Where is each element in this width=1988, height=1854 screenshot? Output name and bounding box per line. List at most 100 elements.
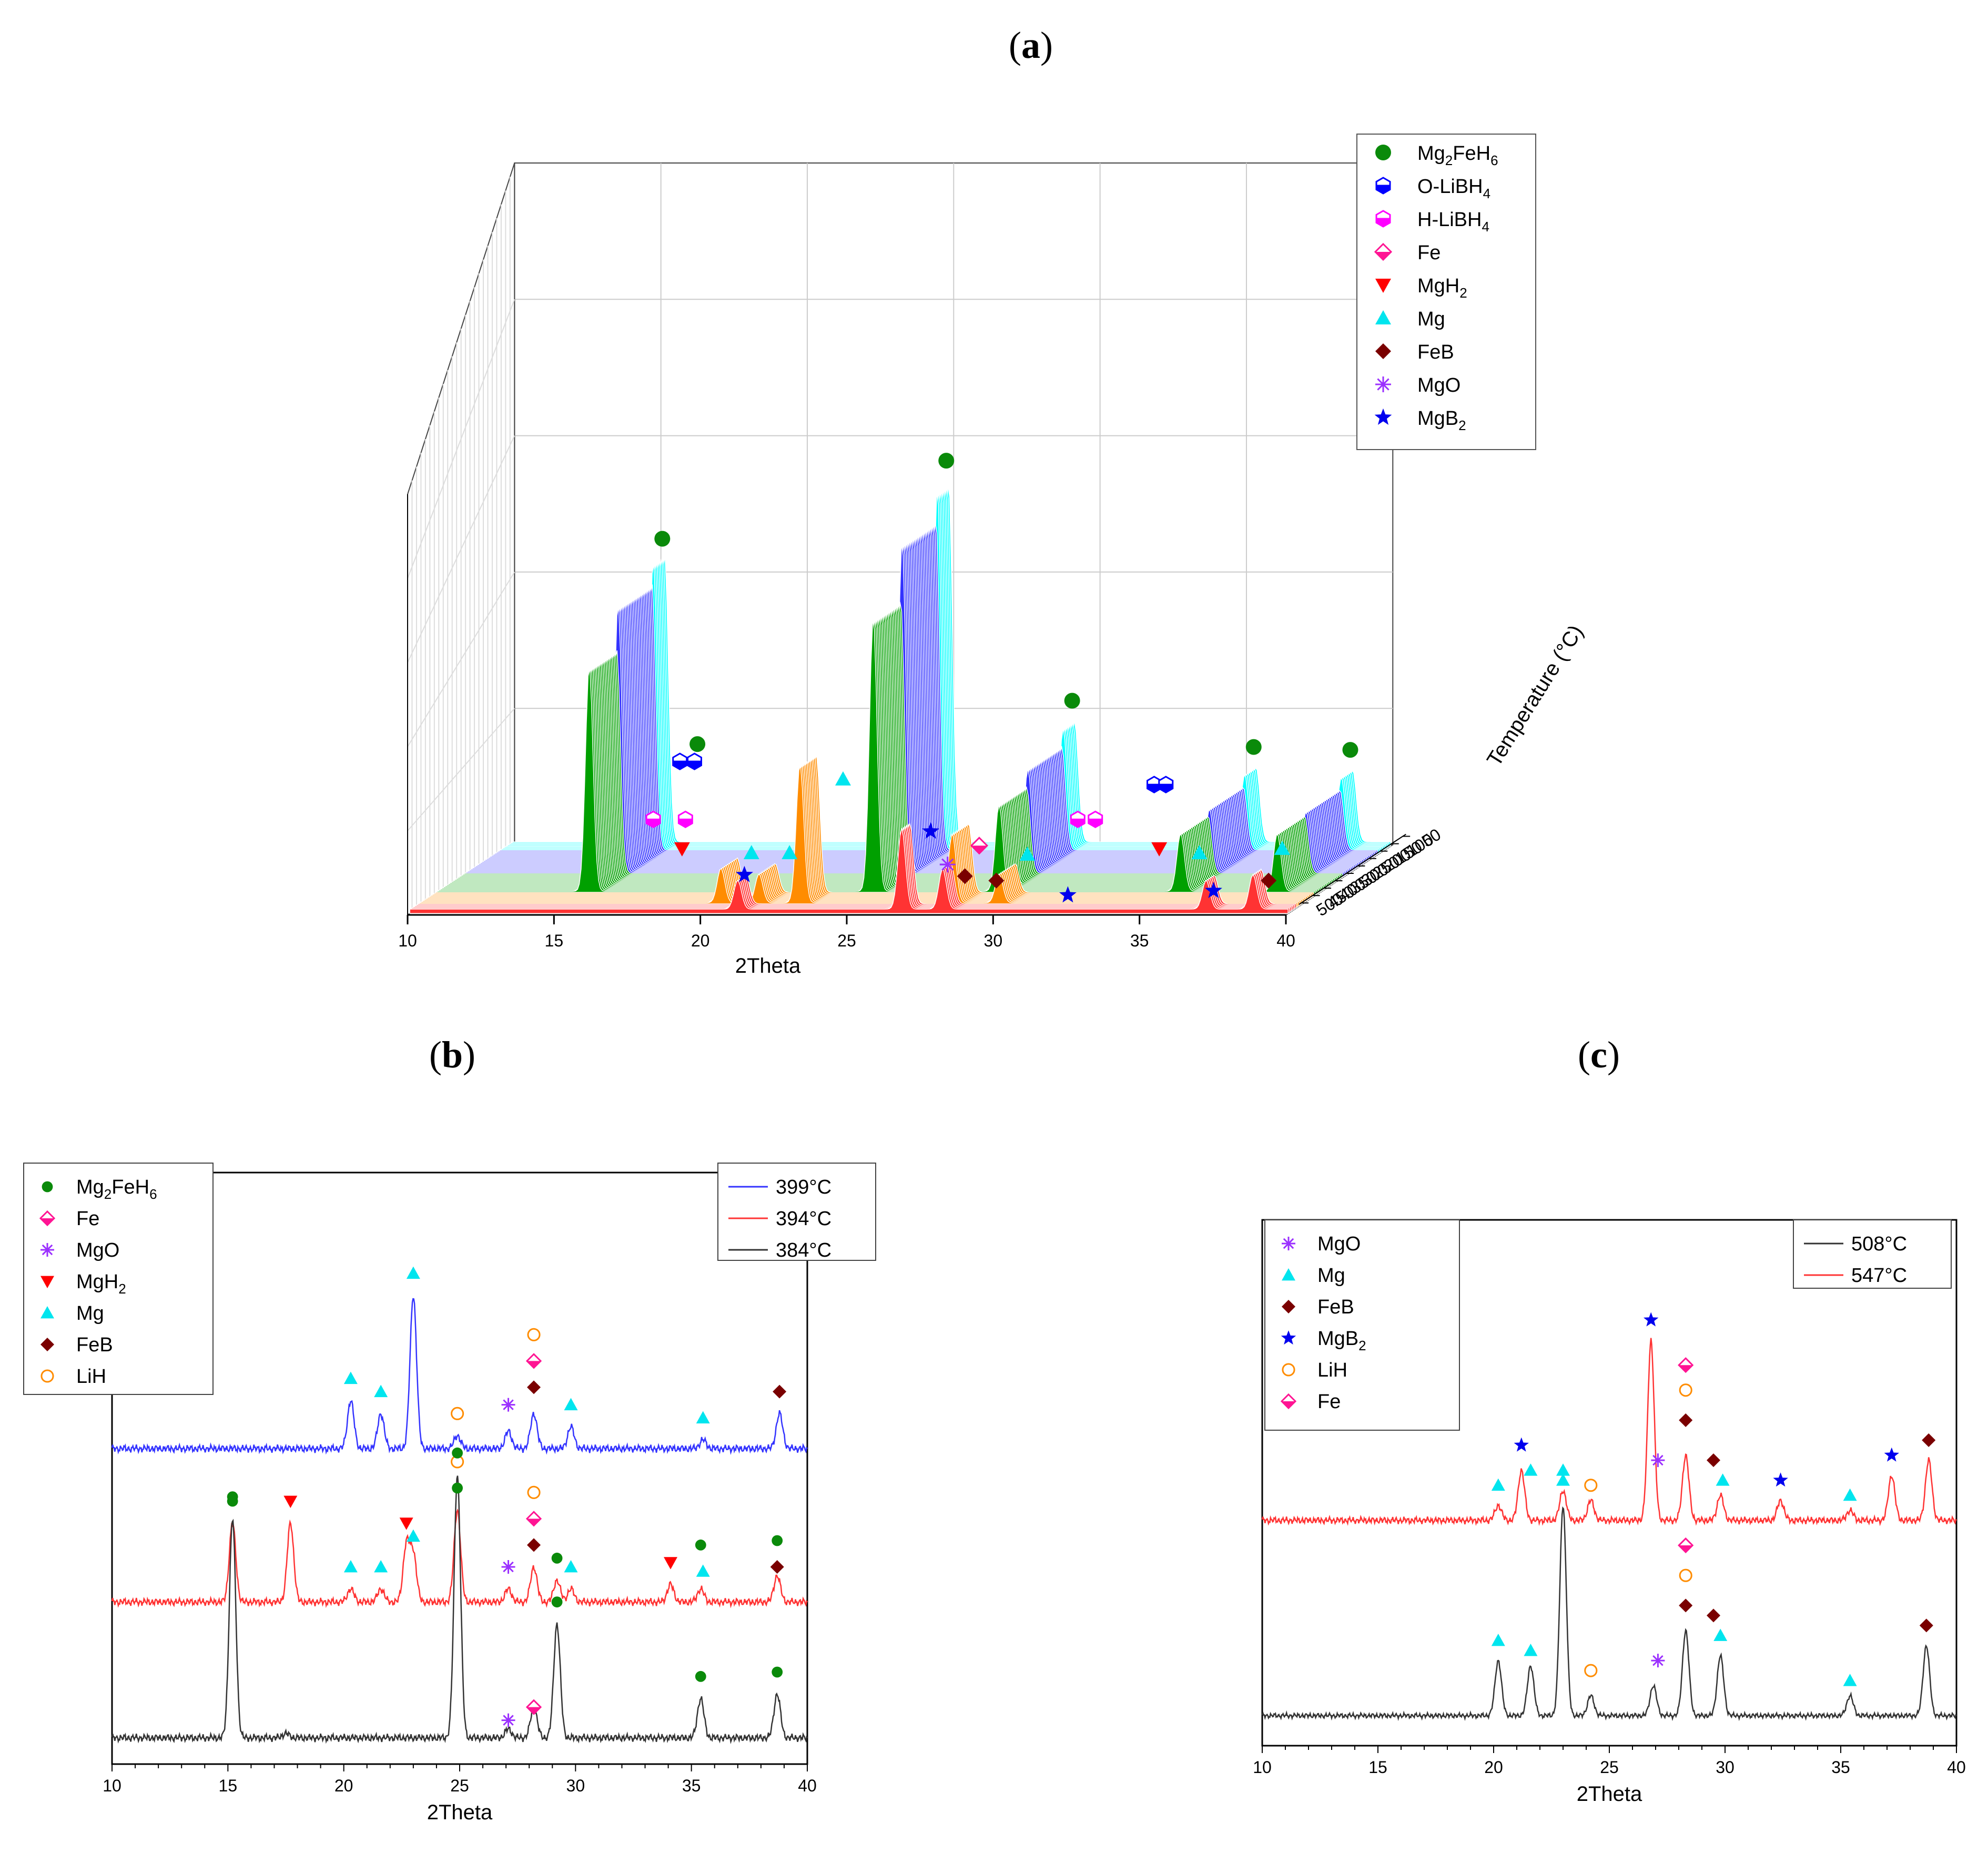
- mg2feh6-marker-shape: [551, 1596, 563, 1608]
- lih-marker-shape: [1679, 1383, 1692, 1397]
- panelC-legend-label-mg: Mg: [1317, 1265, 1345, 1287]
- x-tick-label: 25: [1600, 1758, 1619, 1777]
- hlibh4-marker: [1375, 210, 1391, 228]
- waterfall-trace-orange: [422, 763, 1302, 905]
- panel-c-xrd-chart: 10 15 20 25 30 35 40 2Theta MgO Mg FeB MgB2 LiH Fe 508…: [1253, 1219, 1966, 1806]
- feb-marker-shape: [1922, 1433, 1936, 1448]
- mgo-marker: [1651, 1453, 1665, 1468]
- mg-marker: [1019, 846, 1036, 861]
- panelB-legend-item-mg2feh6: Mg2FeH6: [42, 1176, 157, 1202]
- legend-a-label-mgb2-sub: 2: [1458, 417, 1466, 433]
- fe-marker-fill: [527, 1707, 541, 1714]
- x-axis-label: 2Theta: [427, 1801, 493, 1824]
- legend-a-label-mg2feh6-sub: 6: [1490, 152, 1498, 168]
- x-tick-label: 35: [1130, 931, 1149, 950]
- feb-marker: [1679, 1598, 1693, 1613]
- mg2feh6-marker: [772, 1535, 783, 1546]
- mgh2-marker-shape: [674, 842, 690, 857]
- fe-marker-fill: [1679, 1365, 1693, 1372]
- mg-marker-shape: [696, 1564, 710, 1577]
- waterfall-trace-orange: [433, 756, 1313, 898]
- x-tick-label: 10: [398, 931, 417, 950]
- mg-marker: [1716, 1473, 1730, 1486]
- x-tick-label: 30: [1716, 1758, 1735, 1777]
- mg-marker: [40, 1306, 54, 1319]
- olibh4-marker-fill: [1159, 783, 1173, 793]
- mgb2-marker: [1773, 1472, 1788, 1487]
- waterfall-trace-orange: [419, 765, 1299, 908]
- mgo-marker: [939, 857, 956, 873]
- mg-marker: [782, 845, 798, 860]
- x-tick-label: 30: [984, 931, 1003, 950]
- mgo-marker-stroke: [1283, 1238, 1294, 1249]
- legend-a-label-feb: FeB: [1417, 341, 1454, 363]
- mgo-marker: [501, 1713, 515, 1727]
- feb-marker-shape: [1707, 1453, 1720, 1468]
- mg-marker: [564, 1398, 578, 1411]
- mgo-marker-stroke: [503, 1715, 514, 1726]
- mg2feh6-marker-shape: [452, 1447, 463, 1459]
- legend-a-label-mg2feh6: Mg2FeH6: [1417, 142, 1498, 168]
- waterfall-trace-orange: [432, 757, 1311, 899]
- mg-marker: [406, 1529, 420, 1542]
- panel-a-title: (a): [1009, 24, 1053, 66]
- mgh2-marker-shape: [664, 1557, 678, 1570]
- mg2feh6-marker: [42, 1181, 53, 1193]
- temperature-axis-line: [1299, 833, 1406, 905]
- panelC-legend-label-lih: LiH: [1317, 1359, 1347, 1381]
- mg-marker: [1274, 840, 1290, 855]
- mgb2-marker: [1281, 1330, 1296, 1345]
- panelC-legend-label-lih-main: LiH: [1317, 1359, 1347, 1381]
- mg2feh6-marker-shape: [689, 736, 706, 752]
- panelC-legend-label-mgb2-main: MgB: [1317, 1328, 1358, 1350]
- mg2feh6-marker-shape: [42, 1181, 53, 1193]
- feb-marker: [773, 1384, 787, 1399]
- panelB-phase-markers: [227, 1266, 787, 1727]
- x-tick-label: 40: [798, 1776, 817, 1795]
- mgb2-marker-shape: [736, 865, 753, 882]
- olibh4-marker-fill: [687, 760, 702, 770]
- mgb2-marker-shape: [922, 822, 939, 839]
- mgb2-marker-shape: [1773, 1472, 1788, 1487]
- mgb2-marker-shape: [1644, 1312, 1659, 1327]
- feb-marker: [988, 872, 1005, 889]
- mg-marker-shape: [374, 1384, 388, 1398]
- fe-marker: [525, 1353, 542, 1369]
- legend-a-label-mg: Mg: [1417, 308, 1445, 330]
- mg-marker-shape: [1843, 1488, 1857, 1501]
- waterfall-traces: [409, 484, 1391, 914]
- panelB-legend-label-mgh2-main: MgH: [76, 1271, 118, 1293]
- legend-a-label-olibh4-main: O-LiBH: [1417, 176, 1483, 198]
- phase-markers: [645, 453, 1358, 903]
- fe-marker: [525, 1511, 542, 1527]
- feb-marker: [1375, 343, 1391, 359]
- mgb2-marker: [1374, 408, 1392, 425]
- mg2feh6-marker: [551, 1552, 563, 1564]
- fe-marker-fill: [971, 845, 987, 854]
- legend-a-label-mg-main: Mg: [1417, 308, 1445, 330]
- mg2feh6-marker: [551, 1596, 563, 1608]
- mgh2-marker: [1375, 279, 1391, 293]
- legend-a-item-mgo: MgO: [1375, 374, 1460, 396]
- feb-marker: [1707, 1608, 1720, 1623]
- legend-a-label-mgh2-sub: 2: [1459, 285, 1467, 301]
- panelB-legend-label-mg2feh6-main: Mg: [76, 1176, 104, 1198]
- mg-marker: [1375, 310, 1391, 324]
- legend-a-label-mgb2-main: MgB: [1417, 408, 1458, 430]
- legend-a-label-hlibh4-sub: 4: [1482, 219, 1489, 235]
- panelC-legend-item-lih: LiH: [1282, 1359, 1347, 1381]
- panel-b-letter: b: [442, 1034, 463, 1076]
- mgh2-marker-shape: [283, 1495, 298, 1508]
- legend-a-label-hlibh4-main: H-LiBH: [1417, 209, 1482, 231]
- mg-marker: [343, 1560, 358, 1573]
- panelC-legend-label-mgo-main: MgO: [1317, 1233, 1361, 1255]
- hlibh4-marker: [1070, 810, 1086, 829]
- fe-marker-fill: [1282, 1401, 1295, 1408]
- waterfall-trace-orange: [427, 760, 1306, 902]
- mg-marker-shape: [782, 845, 798, 860]
- lih-marker-shape: [40, 1369, 54, 1383]
- mg-marker-shape: [1556, 1473, 1570, 1486]
- fe-marker-fill: [1375, 252, 1391, 260]
